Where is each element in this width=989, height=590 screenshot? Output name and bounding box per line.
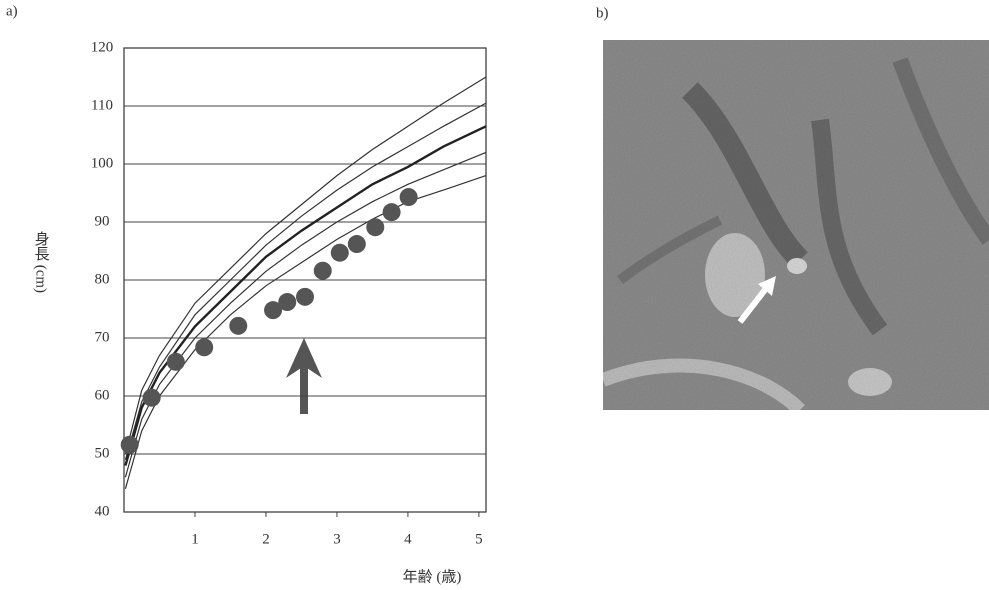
mri-image [603, 40, 989, 410]
x-tick-label: 4 [404, 531, 412, 547]
data-point [331, 244, 349, 262]
data-point [348, 235, 366, 253]
panel-label: b) [596, 5, 609, 21]
data-point [121, 436, 139, 454]
plot: 40 50 60 70 80 90 100 110 120 1 2 3 4 5 [91, 39, 486, 547]
x-tick-label: 3 [333, 531, 341, 547]
x-tick-label: 5 [475, 531, 483, 547]
data-point [366, 218, 384, 236]
y-tick-label: 100 [91, 155, 114, 171]
panel-label: a) [6, 3, 18, 19]
data-point [143, 389, 161, 407]
x-tick-label: 2 [262, 531, 270, 547]
y-tick-label: 70 [95, 329, 110, 345]
arrow-annotation [286, 338, 322, 414]
data-point [278, 293, 296, 311]
data-point [314, 262, 332, 280]
x-axis-label: 年齢 (歳) [403, 568, 462, 585]
y-tick-label: 90 [95, 213, 110, 229]
figure: a) b) 身長 (cm) 年齢 (歳) 40 50 60 70 80 90 100 110 1… [0, 0, 989, 590]
y-tick-label: 60 [95, 387, 110, 403]
data-point [296, 288, 314, 306]
data-point [383, 203, 401, 221]
growth-curve [125, 176, 486, 489]
y-tick-label: 110 [91, 97, 113, 113]
y-tick-label: 50 [95, 445, 110, 461]
data-point [400, 188, 418, 206]
y-tick-label: 40 [95, 503, 110, 519]
y-tick-label: 80 [95, 271, 110, 287]
y-tick-label: 120 [91, 39, 114, 55]
y-axis-label: 身長 (cm) [33, 231, 50, 293]
x-tick-label: 1 [191, 531, 199, 547]
data-point [229, 317, 247, 335]
data-point [167, 353, 185, 371]
data-point [195, 338, 213, 356]
